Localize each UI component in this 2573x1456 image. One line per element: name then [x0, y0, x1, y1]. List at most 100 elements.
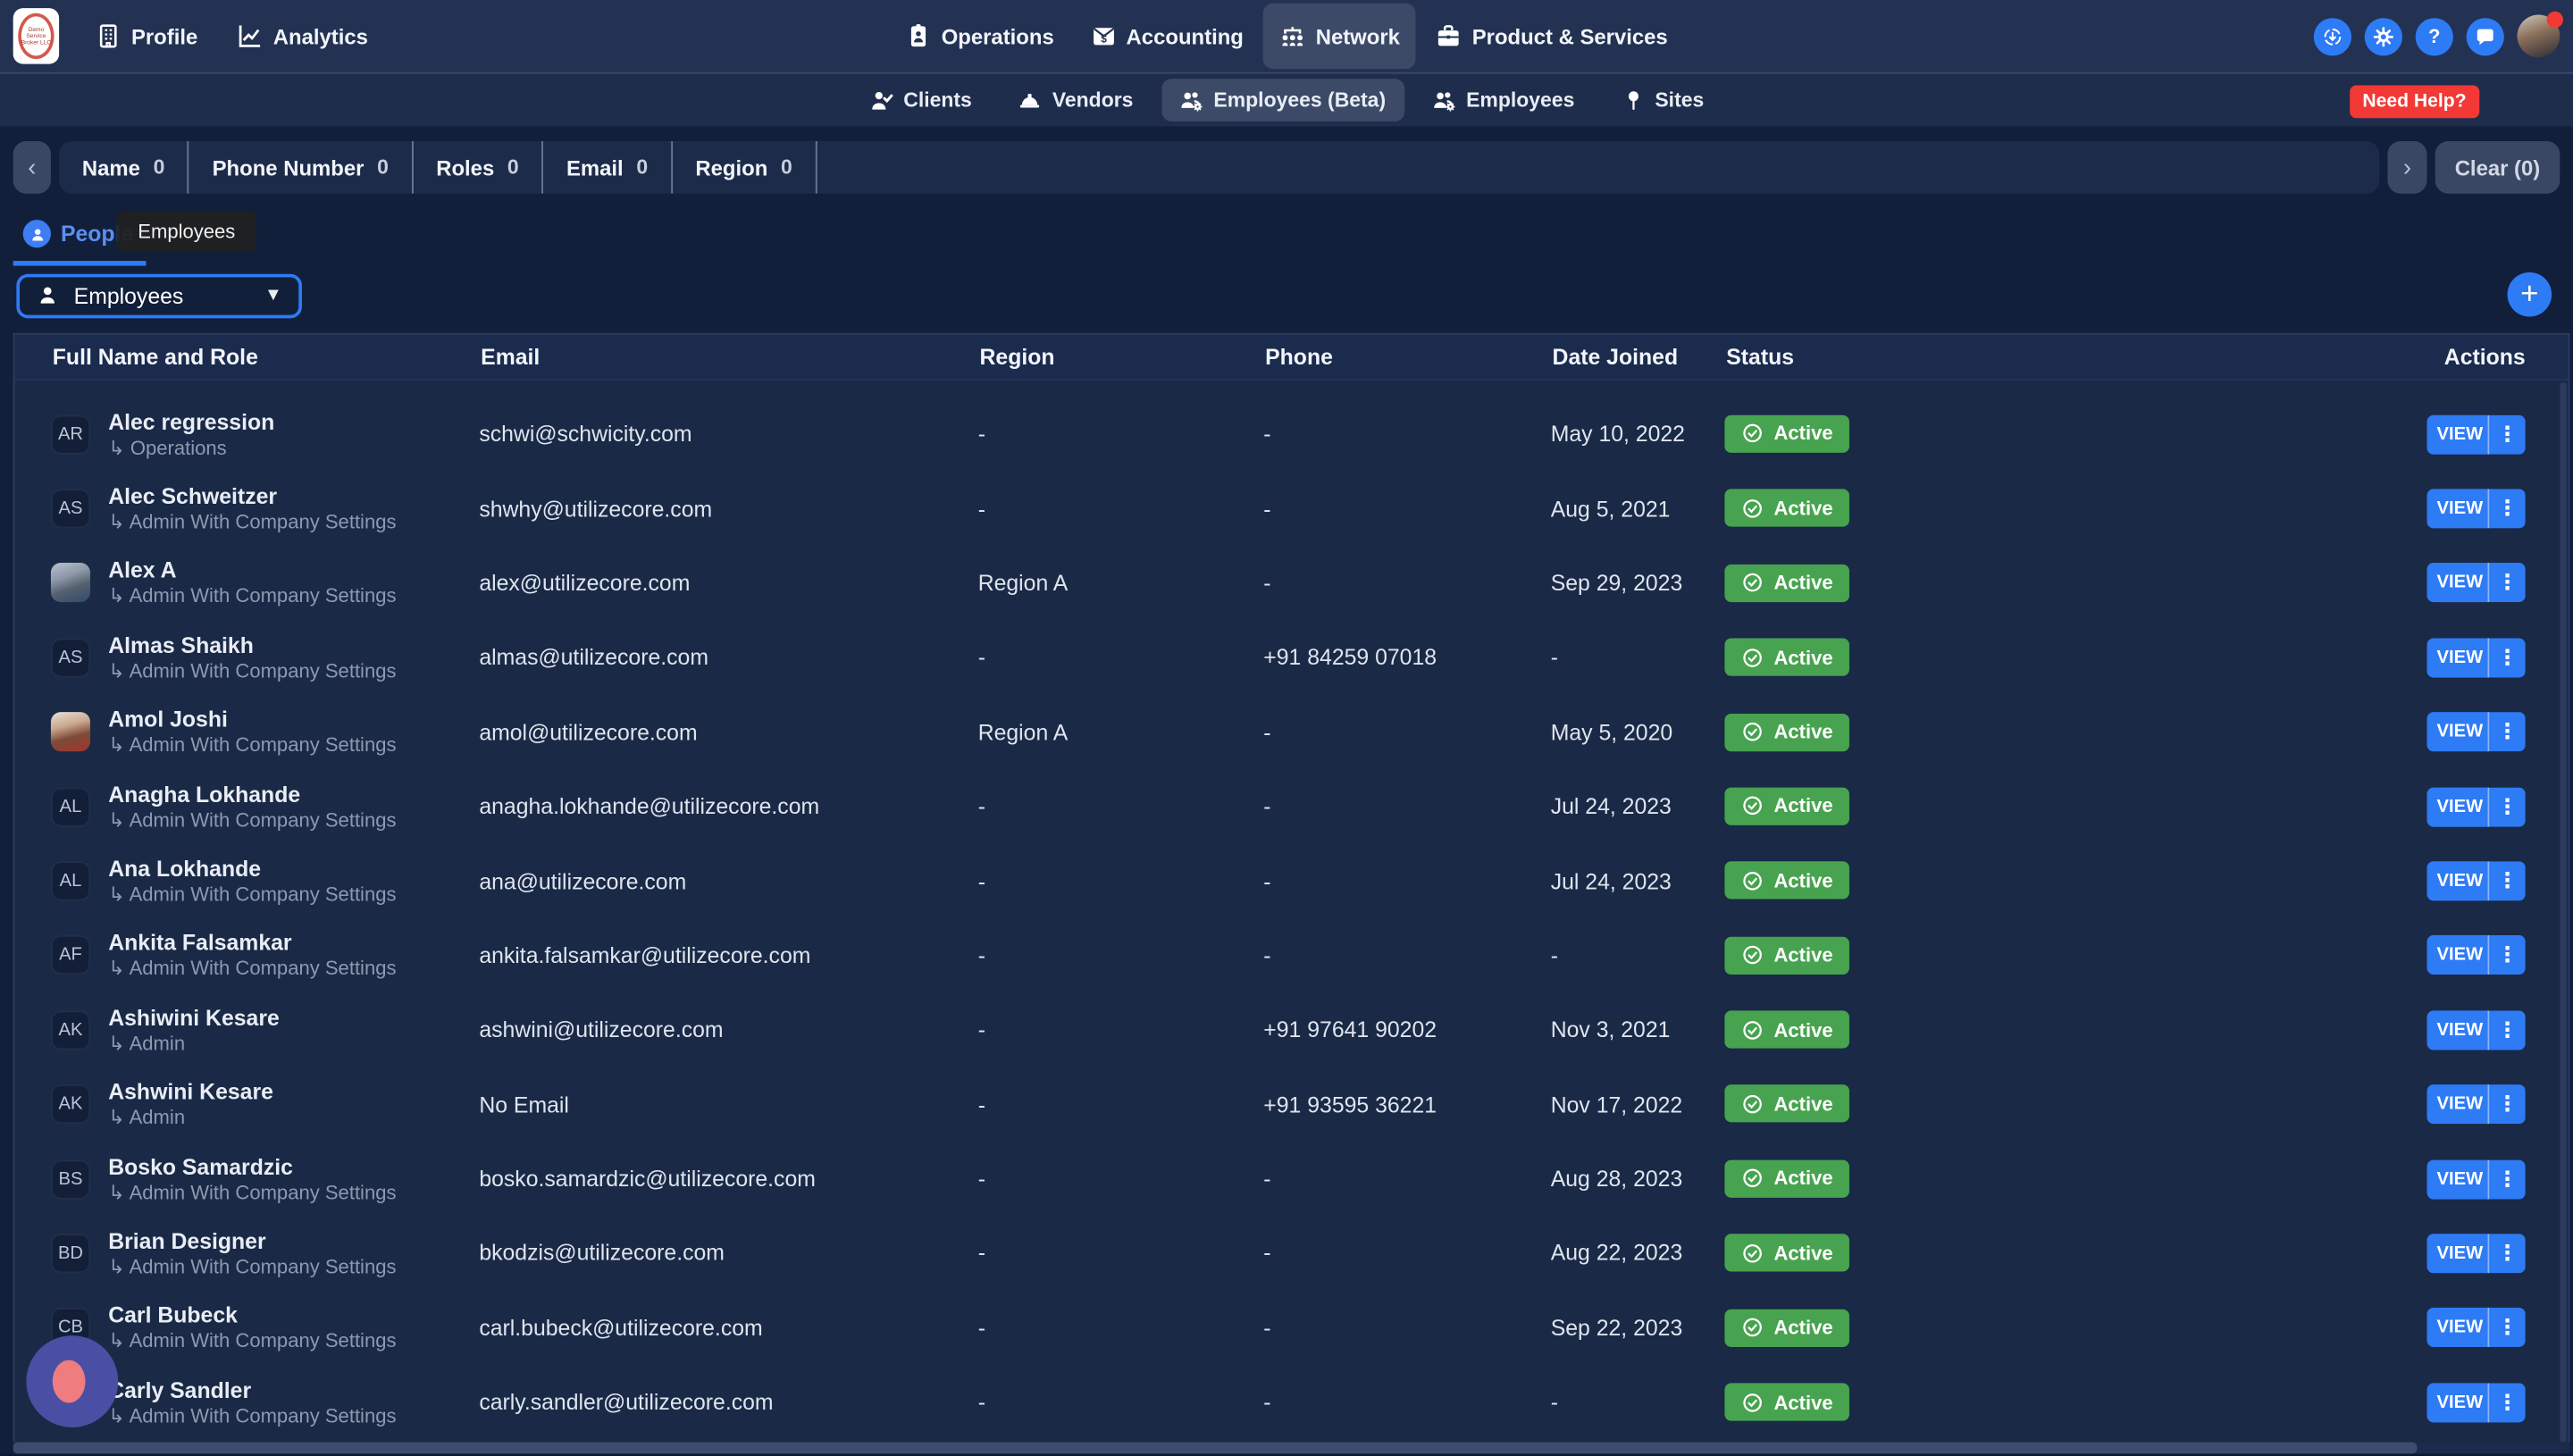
chat-button[interactable] [2466, 17, 2504, 55]
filter-bar: ‹ Name 0 Phone Number 0 Roles 0 Email 0 Region 0 … [13, 140, 2560, 194]
subnav-item-clients[interactable]: Clients [851, 79, 990, 121]
header-full-name[interactable]: Full Name and Role [52, 344, 258, 370]
row-menu-button[interactable]: ⋮ [2487, 1382, 2526, 1423]
name-role-stack: Anagha Lokhande ↳ Admin With Company Sett… [108, 782, 396, 831]
table-header: Full Name and Role Email Region Phone Da… [14, 334, 2569, 381]
nav-item-operations[interactable]: Operations [889, 4, 1070, 69]
phone-cell: - [1263, 422, 1271, 447]
view-button[interactable]: VIEW [2426, 786, 2488, 827]
vertical-scrollbar[interactable] [2560, 381, 2567, 1443]
kebab-icon: ⋮ [2496, 1091, 2519, 1117]
header-phone[interactable]: Phone [1265, 344, 1333, 370]
actions-cell: VIEW ⋮ [2424, 638, 2526, 678]
row-menu-button[interactable]: ⋮ [2487, 786, 2526, 827]
name-role-stack: Bosko Samardzic ↳ Admin With Company Sett… [108, 1154, 396, 1203]
horizontal-scrollbar-thumb[interactable] [13, 1442, 2417, 1454]
status-badge: Active [1724, 638, 1850, 676]
view-button[interactable]: VIEW [2426, 1308, 2488, 1348]
status-label: Active [1773, 1167, 1833, 1191]
view-button[interactable]: VIEW [2426, 1084, 2488, 1125]
tab-row: People Employees [13, 211, 2560, 266]
view-button[interactable]: VIEW [2426, 1159, 2488, 1199]
status-badge: Active [1724, 1383, 1850, 1421]
header-email[interactable]: Email [481, 344, 541, 370]
row-menu-button[interactable]: ⋮ [2487, 1308, 2526, 1348]
help-button[interactable]: ? [2415, 17, 2453, 55]
filters-scroll-left-button[interactable]: ‹ [13, 140, 51, 194]
add-employee-button[interactable]: + [2507, 272, 2552, 317]
nav-item-accounting[interactable]: $ Accounting [1074, 4, 1260, 69]
name-cell: CB Carl Bubeck ↳ Admin With Company Settin… [50, 1303, 479, 1352]
check-circle-icon [1741, 1316, 1764, 1339]
view-button[interactable]: VIEW [2426, 712, 2488, 752]
view-button[interactable]: VIEW [2426, 861, 2488, 901]
subnav-item-employees[interactable]: Employees [1413, 79, 1592, 121]
view-button[interactable]: VIEW [2426, 1010, 2488, 1050]
view-button[interactable]: VIEW [2426, 489, 2488, 529]
check-circle-icon [1741, 646, 1764, 669]
actions-group: VIEW ⋮ [2426, 1010, 2526, 1050]
region-cell: Region A [977, 719, 1069, 745]
user-avatar[interactable] [2517, 11, 2563, 58]
email-cell: anagha.lokhande@utilizecore.com [479, 794, 820, 819]
filter-segment[interactable]: Phone Number 0 [189, 140, 414, 194]
row-menu-button[interactable]: ⋮ [2487, 489, 2526, 529]
row-menu-button[interactable]: ⋮ [2487, 935, 2526, 975]
email-cell: carl.bubeck@utilizecore.com [479, 1315, 763, 1341]
filter-segment[interactable]: Name 0 [59, 140, 189, 194]
row-menu-button[interactable]: ⋮ [2487, 1234, 2526, 1274]
entity-type-dropdown[interactable]: Employees ▼ [16, 272, 302, 318]
nav-item-analytics[interactable]: Analytics [221, 4, 384, 69]
employee-role: ↳ Admin [108, 1106, 186, 1130]
kebab-icon: ⋮ [2496, 570, 2519, 595]
row-menu-button[interactable]: ⋮ [2487, 1084, 2526, 1125]
nav-item-profile[interactable]: Profile [79, 4, 214, 69]
region-cell: - [977, 1092, 985, 1117]
view-button[interactable]: VIEW [2426, 935, 2488, 975]
view-button[interactable]: VIEW [2426, 638, 2488, 678]
header-date-joined[interactable]: Date Joined [1552, 344, 1679, 370]
row-menu-button[interactable]: ⋮ [2487, 861, 2526, 901]
status-cell: Active [1724, 1084, 2423, 1124]
need-help-button[interactable]: Need Help? [2349, 85, 2480, 119]
clear-filters-button[interactable]: Clear (0) [2435, 140, 2560, 194]
view-button[interactable]: VIEW [2426, 1234, 2488, 1274]
email-cell: ana@utilizecore.com [479, 868, 687, 894]
subnav-item-employees-beta[interactable]: Employees (Beta) [1161, 79, 1404, 121]
row-menu-button[interactable]: ⋮ [2487, 1159, 2526, 1199]
people-gear-icon [1432, 88, 1457, 113]
row-menu-button[interactable]: ⋮ [2487, 1010, 2526, 1050]
accounting-icon: $ [1090, 23, 1116, 49]
header-status[interactable]: Status [1726, 344, 1795, 370]
row-menu-button[interactable]: ⋮ [2487, 414, 2526, 455]
row-menu-button[interactable]: ⋮ [2487, 638, 2526, 678]
filter-segment[interactable]: Region 0 [673, 140, 817, 194]
nav-item-network[interactable]: Network [1262, 3, 1417, 70]
view-button[interactable]: VIEW [2426, 414, 2488, 455]
status-cell: Active [1724, 1010, 2423, 1050]
row-menu-button[interactable]: ⋮ [2487, 563, 2526, 603]
filter-segment[interactable]: Email 0 [543, 140, 673, 194]
subnav-item-vendors[interactable]: Vendors [1000, 79, 1152, 121]
filter-segment[interactable]: Roles 0 [413, 140, 544, 194]
employee-name: Alec regression [108, 409, 275, 435]
chat-widget-button[interactable] [26, 1335, 119, 1427]
history-button[interactable] [2313, 17, 2352, 55]
chevron-left-icon: ‹ [28, 153, 37, 181]
top-nav-right: ? [2313, 11, 2563, 58]
view-button[interactable]: VIEW [2426, 563, 2488, 603]
tab-people[interactable]: People [13, 213, 147, 266]
company-logo[interactable]: Demo Service Broker LLC [13, 8, 60, 64]
view-button[interactable]: VIEW [2426, 1382, 2488, 1423]
nav-item-product-services[interactable]: Product & Services [1420, 4, 1684, 69]
employee-role: ↳ Admin With Company Settings [108, 1180, 397, 1204]
region-cell: - [977, 496, 985, 522]
filters-scroll-right-button[interactable]: › [2387, 140, 2427, 194]
header-region[interactable]: Region [979, 344, 1055, 370]
horizontal-scrollbar[interactable] [13, 1442, 2570, 1454]
analytics-icon [237, 23, 263, 49]
subnav-item-sites[interactable]: Sites [1603, 79, 1722, 121]
settings-button[interactable] [2364, 17, 2402, 55]
row-menu-button[interactable]: ⋮ [2487, 712, 2526, 752]
date-joined-cell: Jul 24, 2023 [1550, 868, 1672, 894]
